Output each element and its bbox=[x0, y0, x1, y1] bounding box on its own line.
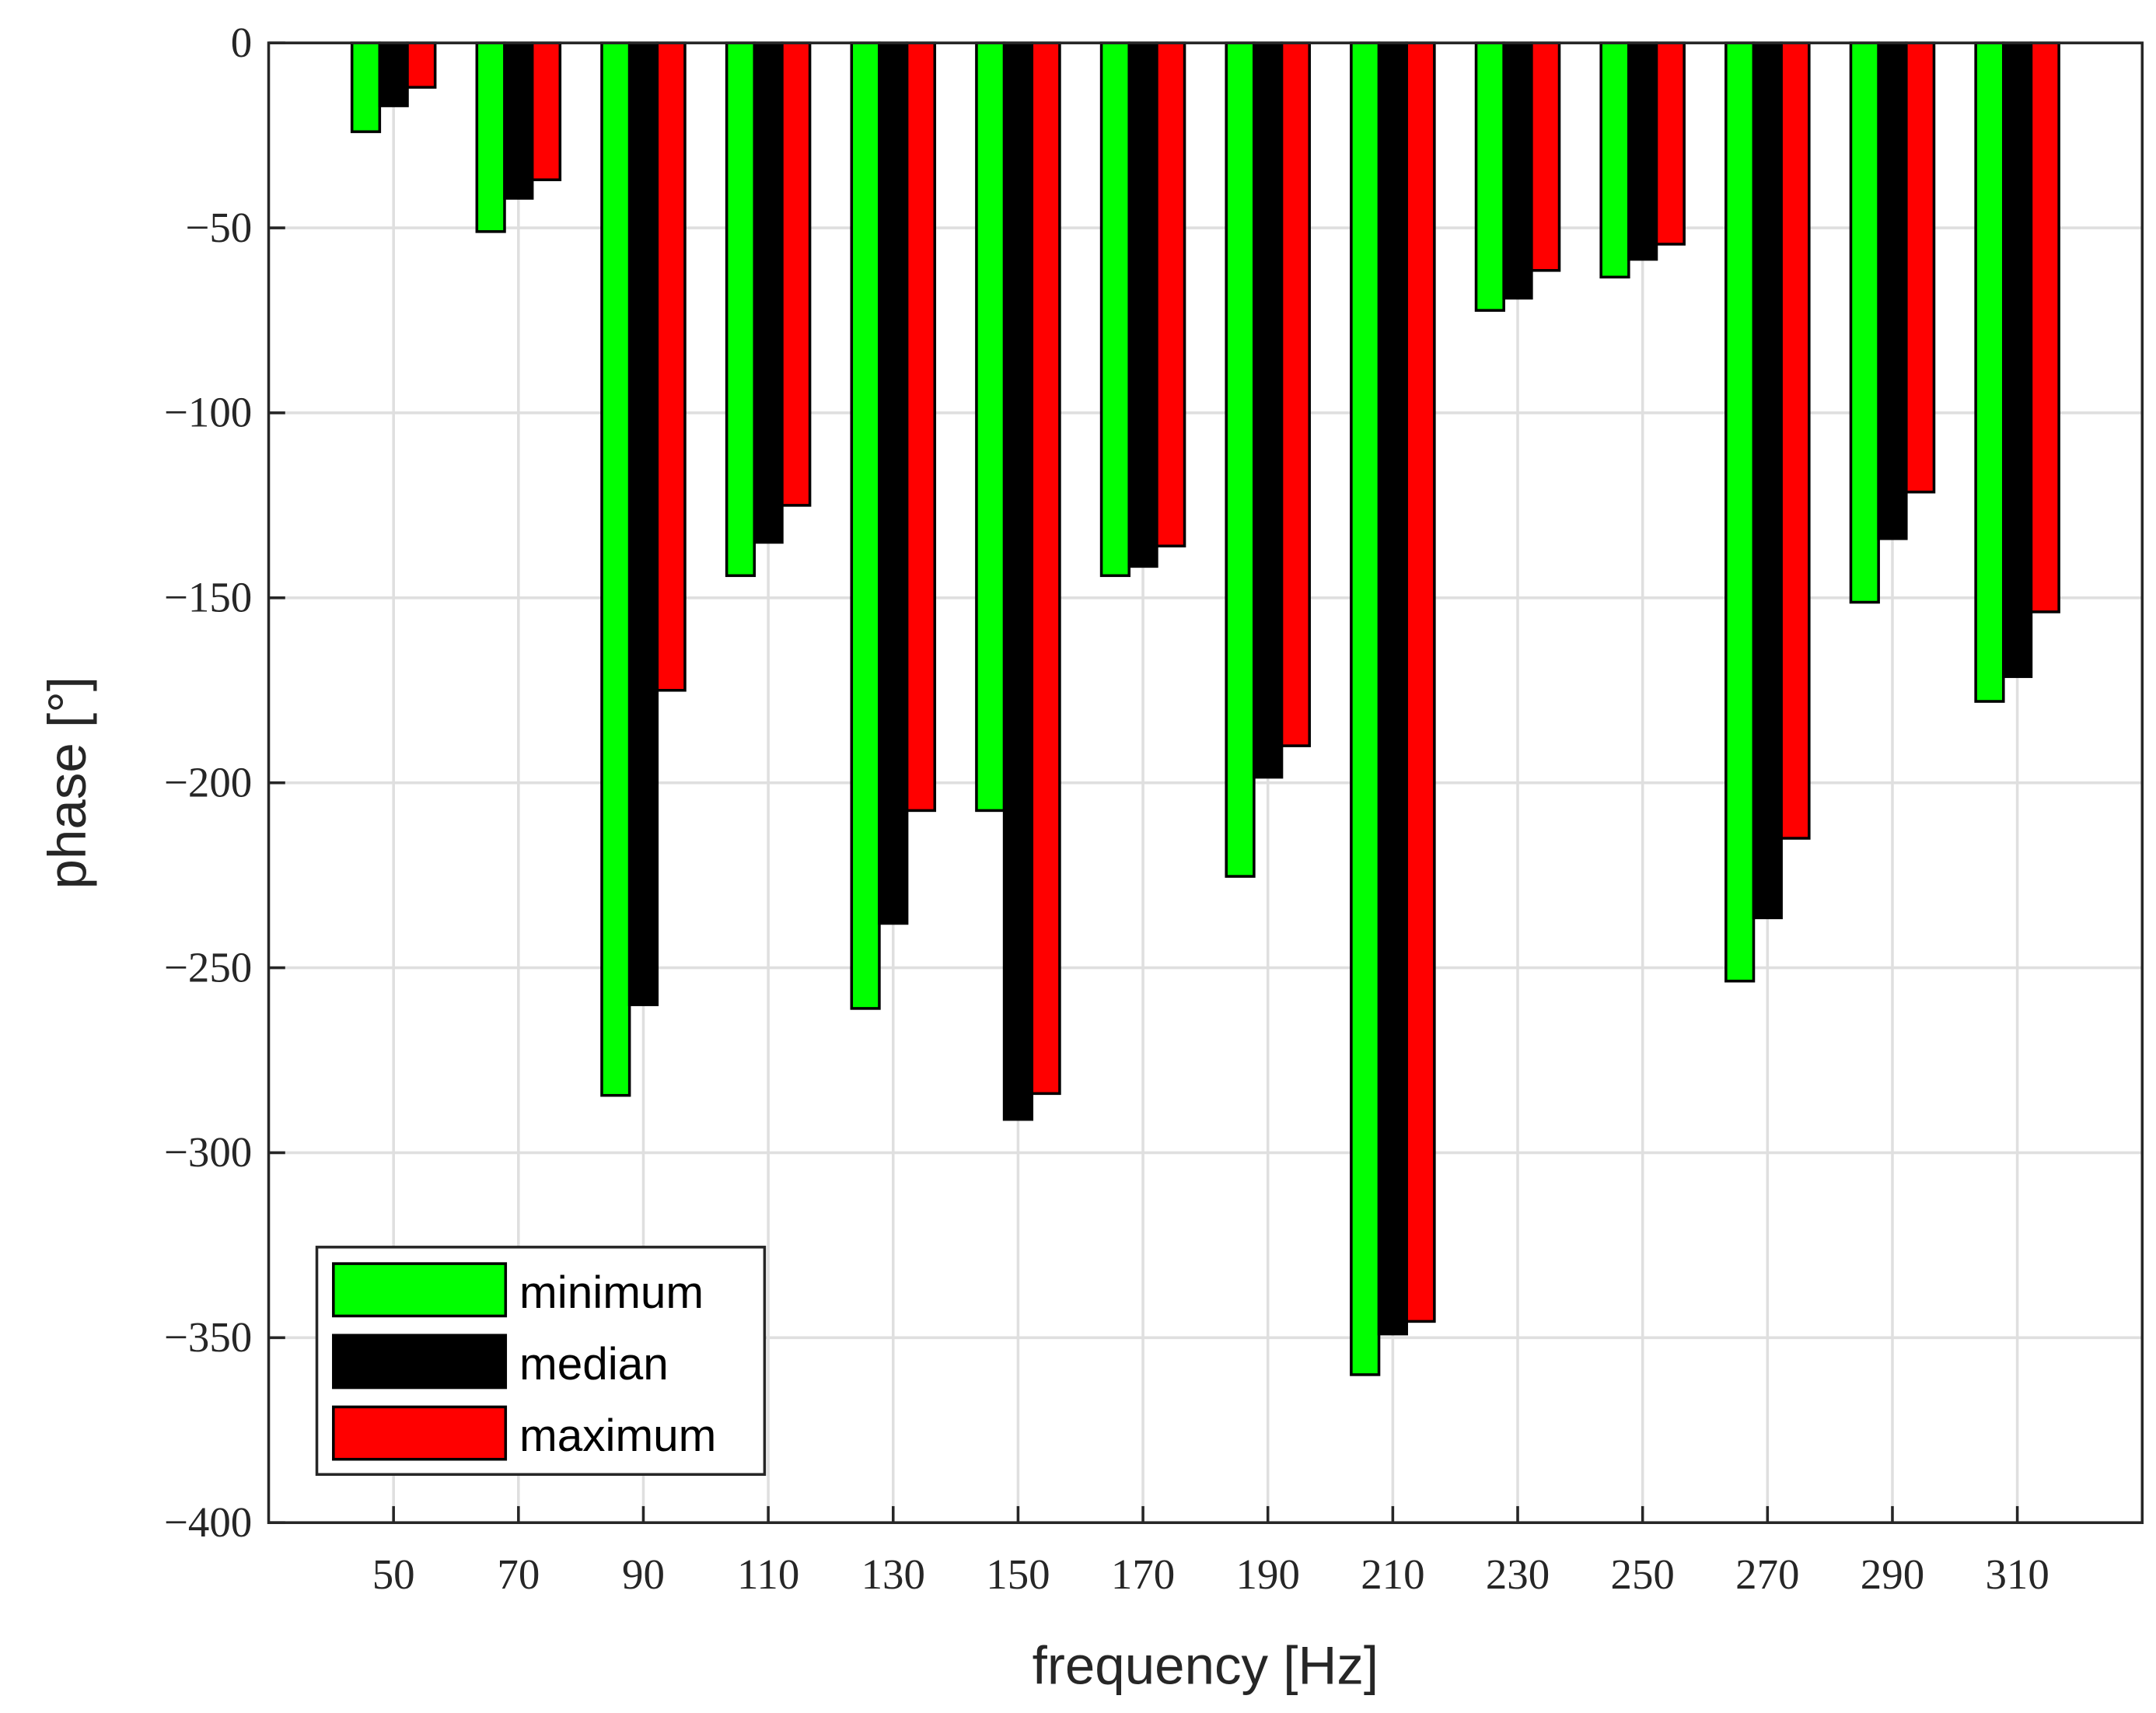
y-axis-label: phase [°] bbox=[37, 676, 97, 889]
x-tick-label: 270 bbox=[1735, 1550, 1799, 1598]
x-tick-label: 230 bbox=[1486, 1550, 1550, 1598]
y-tick-label: 0 bbox=[231, 19, 252, 66]
y-tick-label: −50 bbox=[185, 204, 252, 251]
x-tick-label: 90 bbox=[622, 1550, 665, 1598]
legend-label: minimum bbox=[519, 1267, 704, 1318]
bar bbox=[1599, 41, 1630, 279]
bar bbox=[1474, 41, 1505, 312]
bar bbox=[1350, 41, 1381, 1376]
bar bbox=[1530, 41, 1561, 272]
bar bbox=[2002, 41, 2033, 678]
x-tick-label: 50 bbox=[372, 1550, 415, 1598]
bar bbox=[475, 41, 506, 233]
bars bbox=[350, 41, 2060, 1376]
bar bbox=[655, 41, 687, 692]
x-axis-label: frequency [Hz] bbox=[1033, 1635, 1379, 1696]
bar bbox=[1780, 41, 1811, 840]
y-tick-label: −100 bbox=[164, 389, 252, 436]
bar bbox=[975, 41, 1006, 813]
bar bbox=[850, 41, 881, 1010]
bar bbox=[1724, 41, 1756, 983]
y-tick-label: −150 bbox=[164, 574, 252, 621]
bar bbox=[1002, 41, 1034, 1121]
bar bbox=[1280, 41, 1311, 747]
x-tick-label: 210 bbox=[1361, 1550, 1424, 1598]
x-tick-label: 150 bbox=[986, 1550, 1050, 1598]
y-tick-label: −200 bbox=[164, 758, 252, 806]
x-tick-label: 290 bbox=[1861, 1550, 1924, 1598]
bar bbox=[530, 41, 562, 182]
x-tick-label: 130 bbox=[861, 1550, 925, 1598]
bar bbox=[406, 41, 437, 89]
legend-label: median bbox=[519, 1339, 669, 1390]
legend-swatch bbox=[332, 1405, 508, 1461]
bar bbox=[1405, 41, 1436, 1323]
bar bbox=[781, 41, 812, 507]
bar bbox=[753, 41, 784, 544]
bar bbox=[1377, 41, 1408, 1336]
bar bbox=[1752, 41, 1783, 920]
x-tick-label: 110 bbox=[737, 1550, 799, 1598]
y-tick-label: −250 bbox=[164, 943, 252, 991]
y-tick-label: −350 bbox=[164, 1313, 252, 1361]
bar bbox=[1225, 41, 1256, 878]
bar bbox=[878, 41, 909, 925]
bar bbox=[1253, 41, 1284, 779]
bar bbox=[627, 41, 659, 1006]
bar bbox=[1155, 41, 1186, 547]
bar bbox=[1849, 41, 1880, 604]
bar bbox=[600, 41, 631, 1097]
bar bbox=[725, 41, 757, 578]
bar bbox=[503, 41, 534, 200]
x-tick-label: 170 bbox=[1111, 1550, 1175, 1598]
y-tick-label: −300 bbox=[164, 1128, 252, 1176]
bar bbox=[350, 41, 382, 134]
x-tick-label: 70 bbox=[497, 1550, 540, 1598]
x-tick-label: 250 bbox=[1610, 1550, 1674, 1598]
bar bbox=[1627, 41, 1658, 261]
bar bbox=[1905, 41, 1936, 494]
bar bbox=[1030, 41, 1061, 1096]
legend-label: maximum bbox=[519, 1411, 716, 1461]
ticks: −400 −350 −300 −250 −200 −150 −100 −50 0 50 70 90 11… bbox=[164, 19, 2049, 1598]
bar bbox=[1974, 41, 2005, 703]
x-tick-label: 190 bbox=[1236, 1550, 1300, 1598]
bar bbox=[1655, 41, 1686, 246]
legend-swatch bbox=[332, 1334, 508, 1390]
legend-swatch bbox=[332, 1262, 508, 1318]
bar bbox=[378, 41, 409, 107]
x-tick-label: 310 bbox=[1985, 1550, 2049, 1598]
bar bbox=[905, 41, 937, 813]
y-tick-label: −400 bbox=[164, 1498, 252, 1546]
bar bbox=[2029, 41, 2060, 614]
legend: minimum median maximum bbox=[315, 1246, 767, 1476]
bar bbox=[1127, 41, 1158, 568]
bar bbox=[1502, 41, 1533, 300]
bar bbox=[1877, 41, 1908, 540]
bar bbox=[1099, 41, 1131, 578]
